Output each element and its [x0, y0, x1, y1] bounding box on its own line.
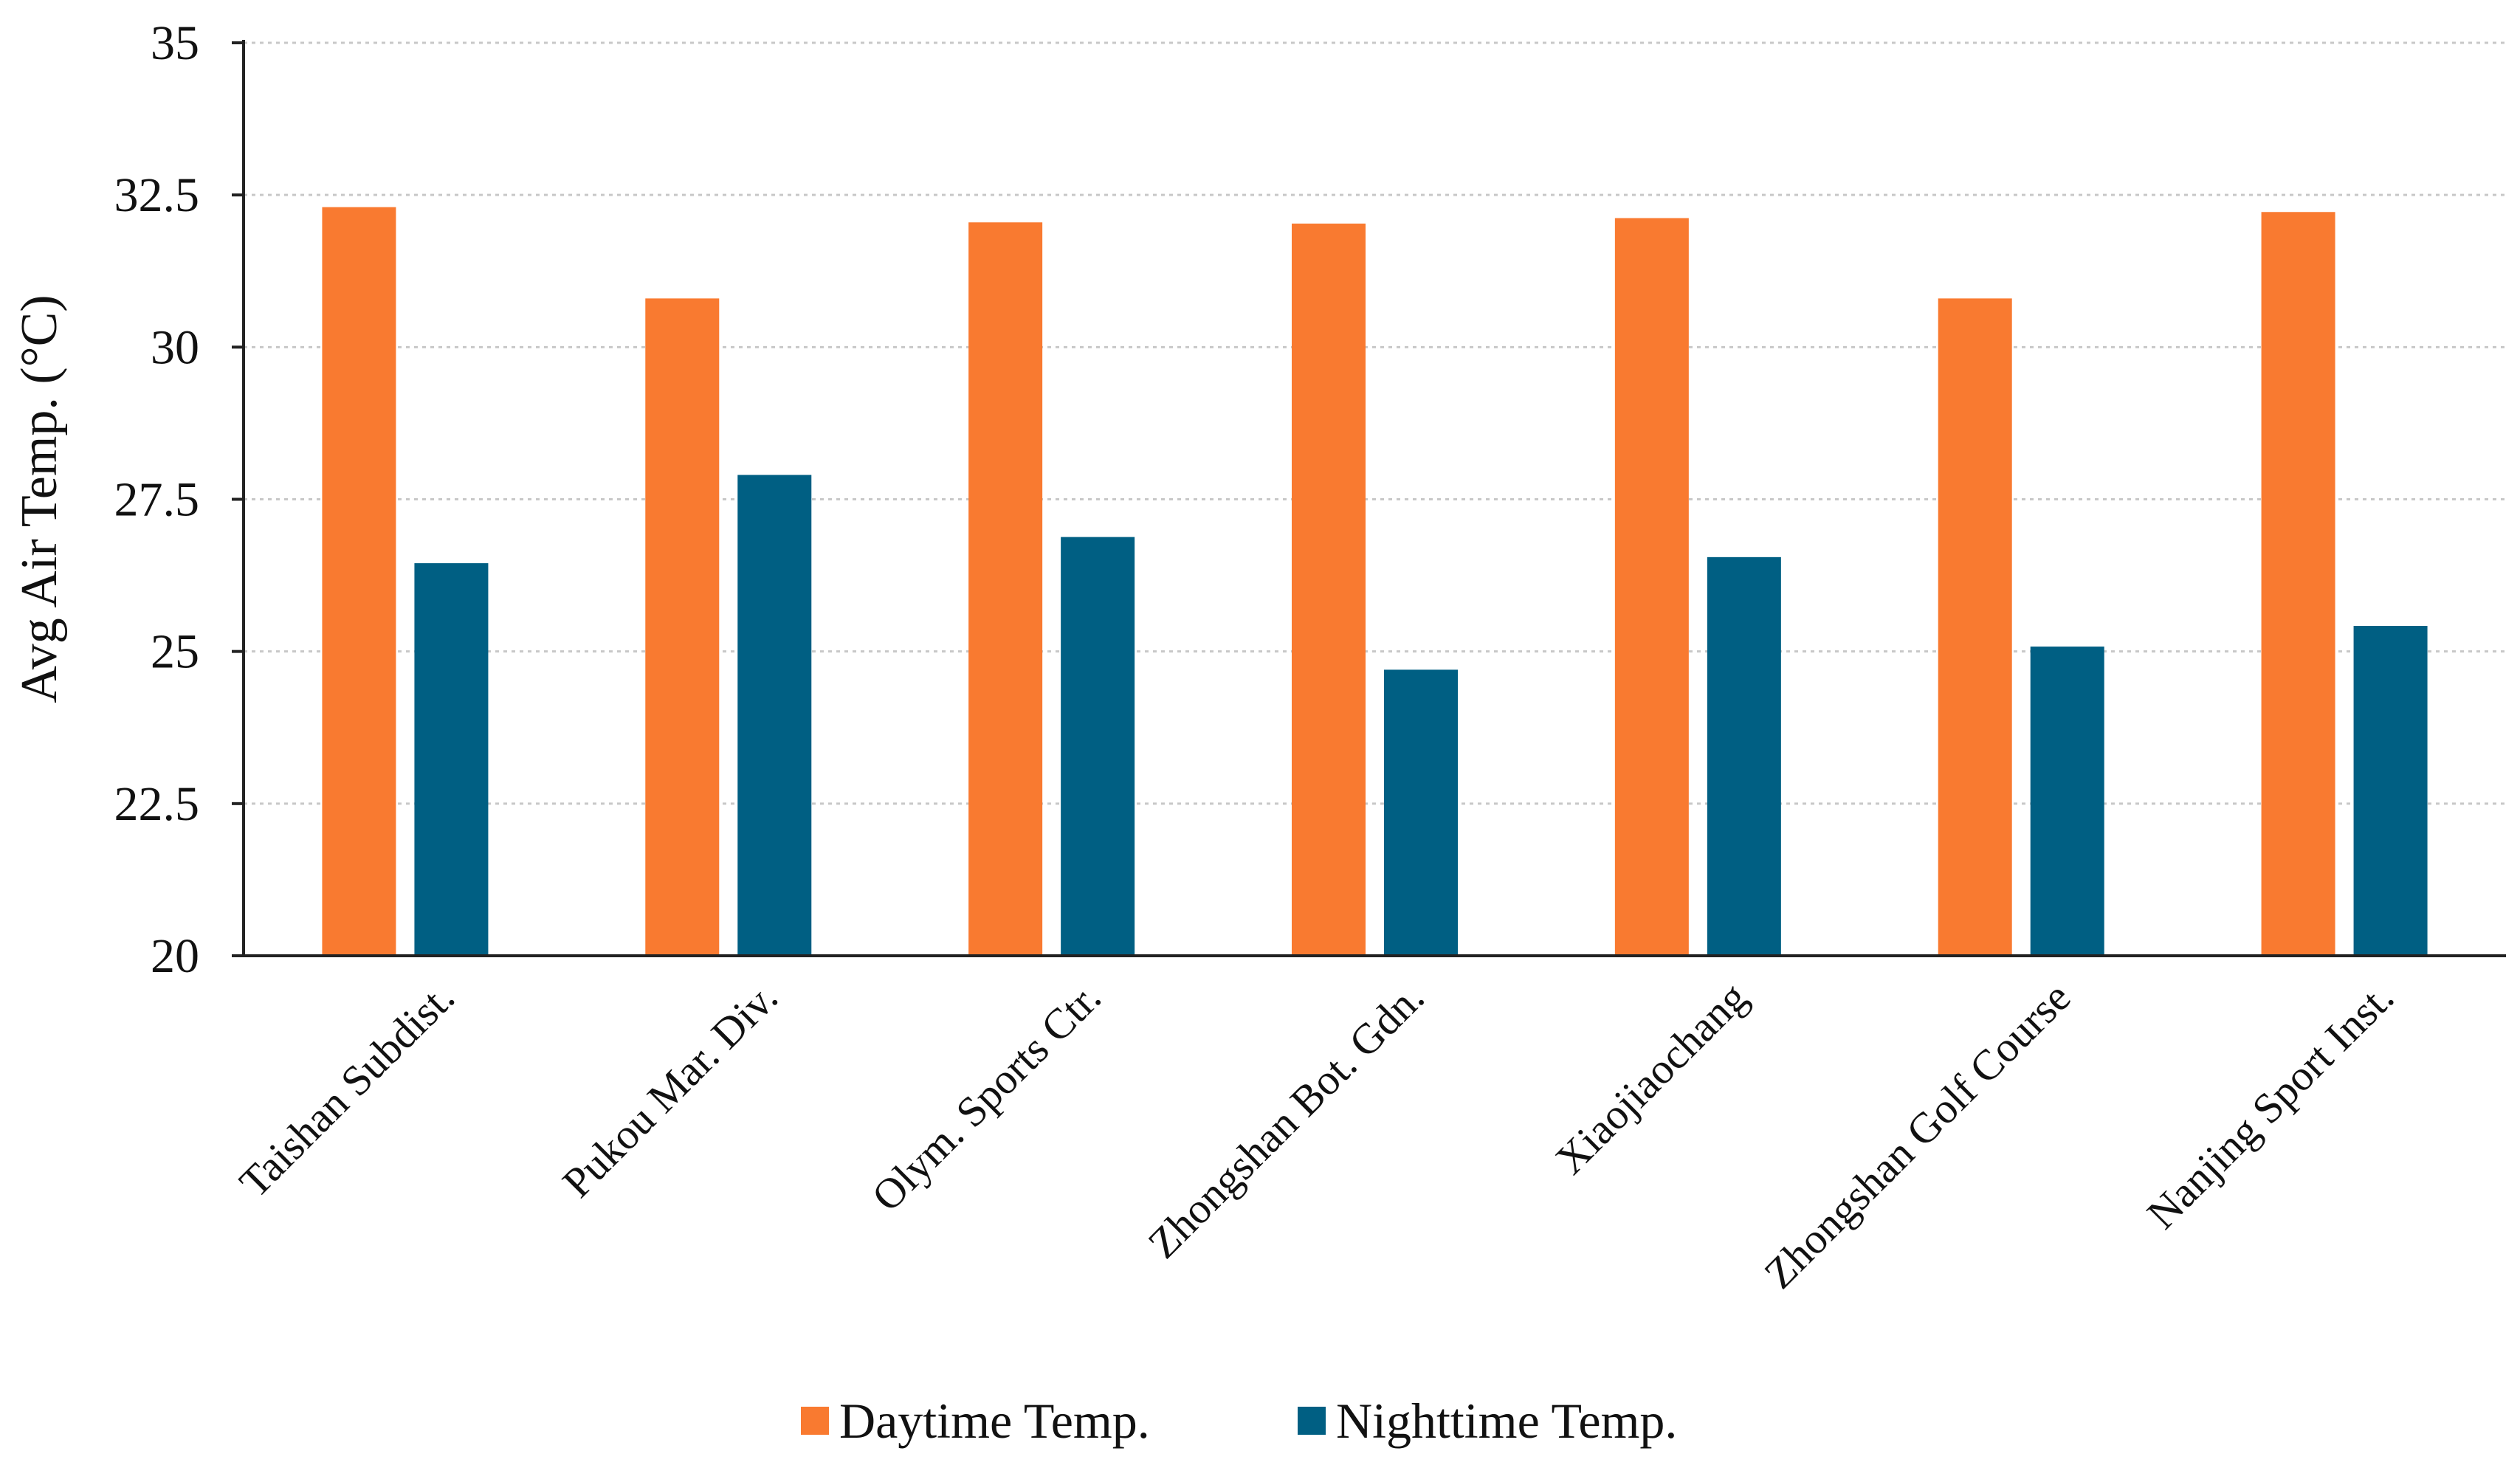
y-tick-label: 22.5 [114, 777, 200, 831]
legend: Daytime Temp. Nighttime Temp. [801, 1393, 1677, 1449]
axes [232, 40, 2506, 957]
y-tick-label: 30 [151, 320, 199, 374]
bar-nighttime [1384, 669, 1458, 956]
bar-nighttime [1061, 537, 1135, 956]
bar-daytime [968, 222, 1043, 956]
bar-daytime [1938, 298, 2012, 956]
bar-nighttime [1707, 556, 1781, 956]
legend-label: Daytime Temp. [839, 1393, 1150, 1449]
gridlines [244, 41, 2506, 805]
bar-nighttime [2353, 626, 2428, 956]
bar-nighttime [737, 475, 812, 956]
x-category-label: Xiaojiaochang [1546, 973, 1756, 1183]
x-category-label: Zhongshan Bot. Gdn. [1139, 973, 1433, 1267]
y-tick-label: 35 [151, 16, 199, 70]
x-category-label: Pukou Mar. Div. [553, 973, 787, 1207]
bar-daytime [1292, 223, 1366, 956]
bar-daytime [322, 207, 396, 956]
legend-swatch [801, 1407, 829, 1435]
y-tick-labels: 20 22.5 25 27.5 30 32.5 35 [114, 16, 200, 983]
bar-nighttime [414, 563, 489, 956]
y-tick-label: 32.5 [114, 168, 200, 222]
x-category-label: Nanjing Sport Inst. [2138, 973, 2403, 1238]
x-category-label: Taishan Subdist. [230, 973, 464, 1207]
bars [322, 207, 2428, 956]
y-tick-label: 20 [151, 929, 199, 983]
y-axis-title: Avg Air Temp. (°C) [11, 294, 68, 703]
x-category-label: Zhongshan Golf Course [1755, 973, 2079, 1297]
bar-daytime [2261, 212, 2335, 956]
x-category-labels: Taishan Subdist. Pukou Mar. Div. Olym. Spo… [230, 973, 2403, 1297]
x-category-label: Olym. Sports Ctr. [862, 973, 1109, 1220]
bar-daytime [645, 298, 720, 956]
y-tick-label: 25 [151, 625, 199, 679]
legend-label: Nighttime Temp. [1336, 1393, 1677, 1449]
y-tick-label: 27.5 [114, 473, 200, 527]
bar-daytime [1614, 218, 1689, 956]
bar-nighttime [2030, 647, 2104, 956]
legend-swatch [1298, 1407, 1326, 1435]
